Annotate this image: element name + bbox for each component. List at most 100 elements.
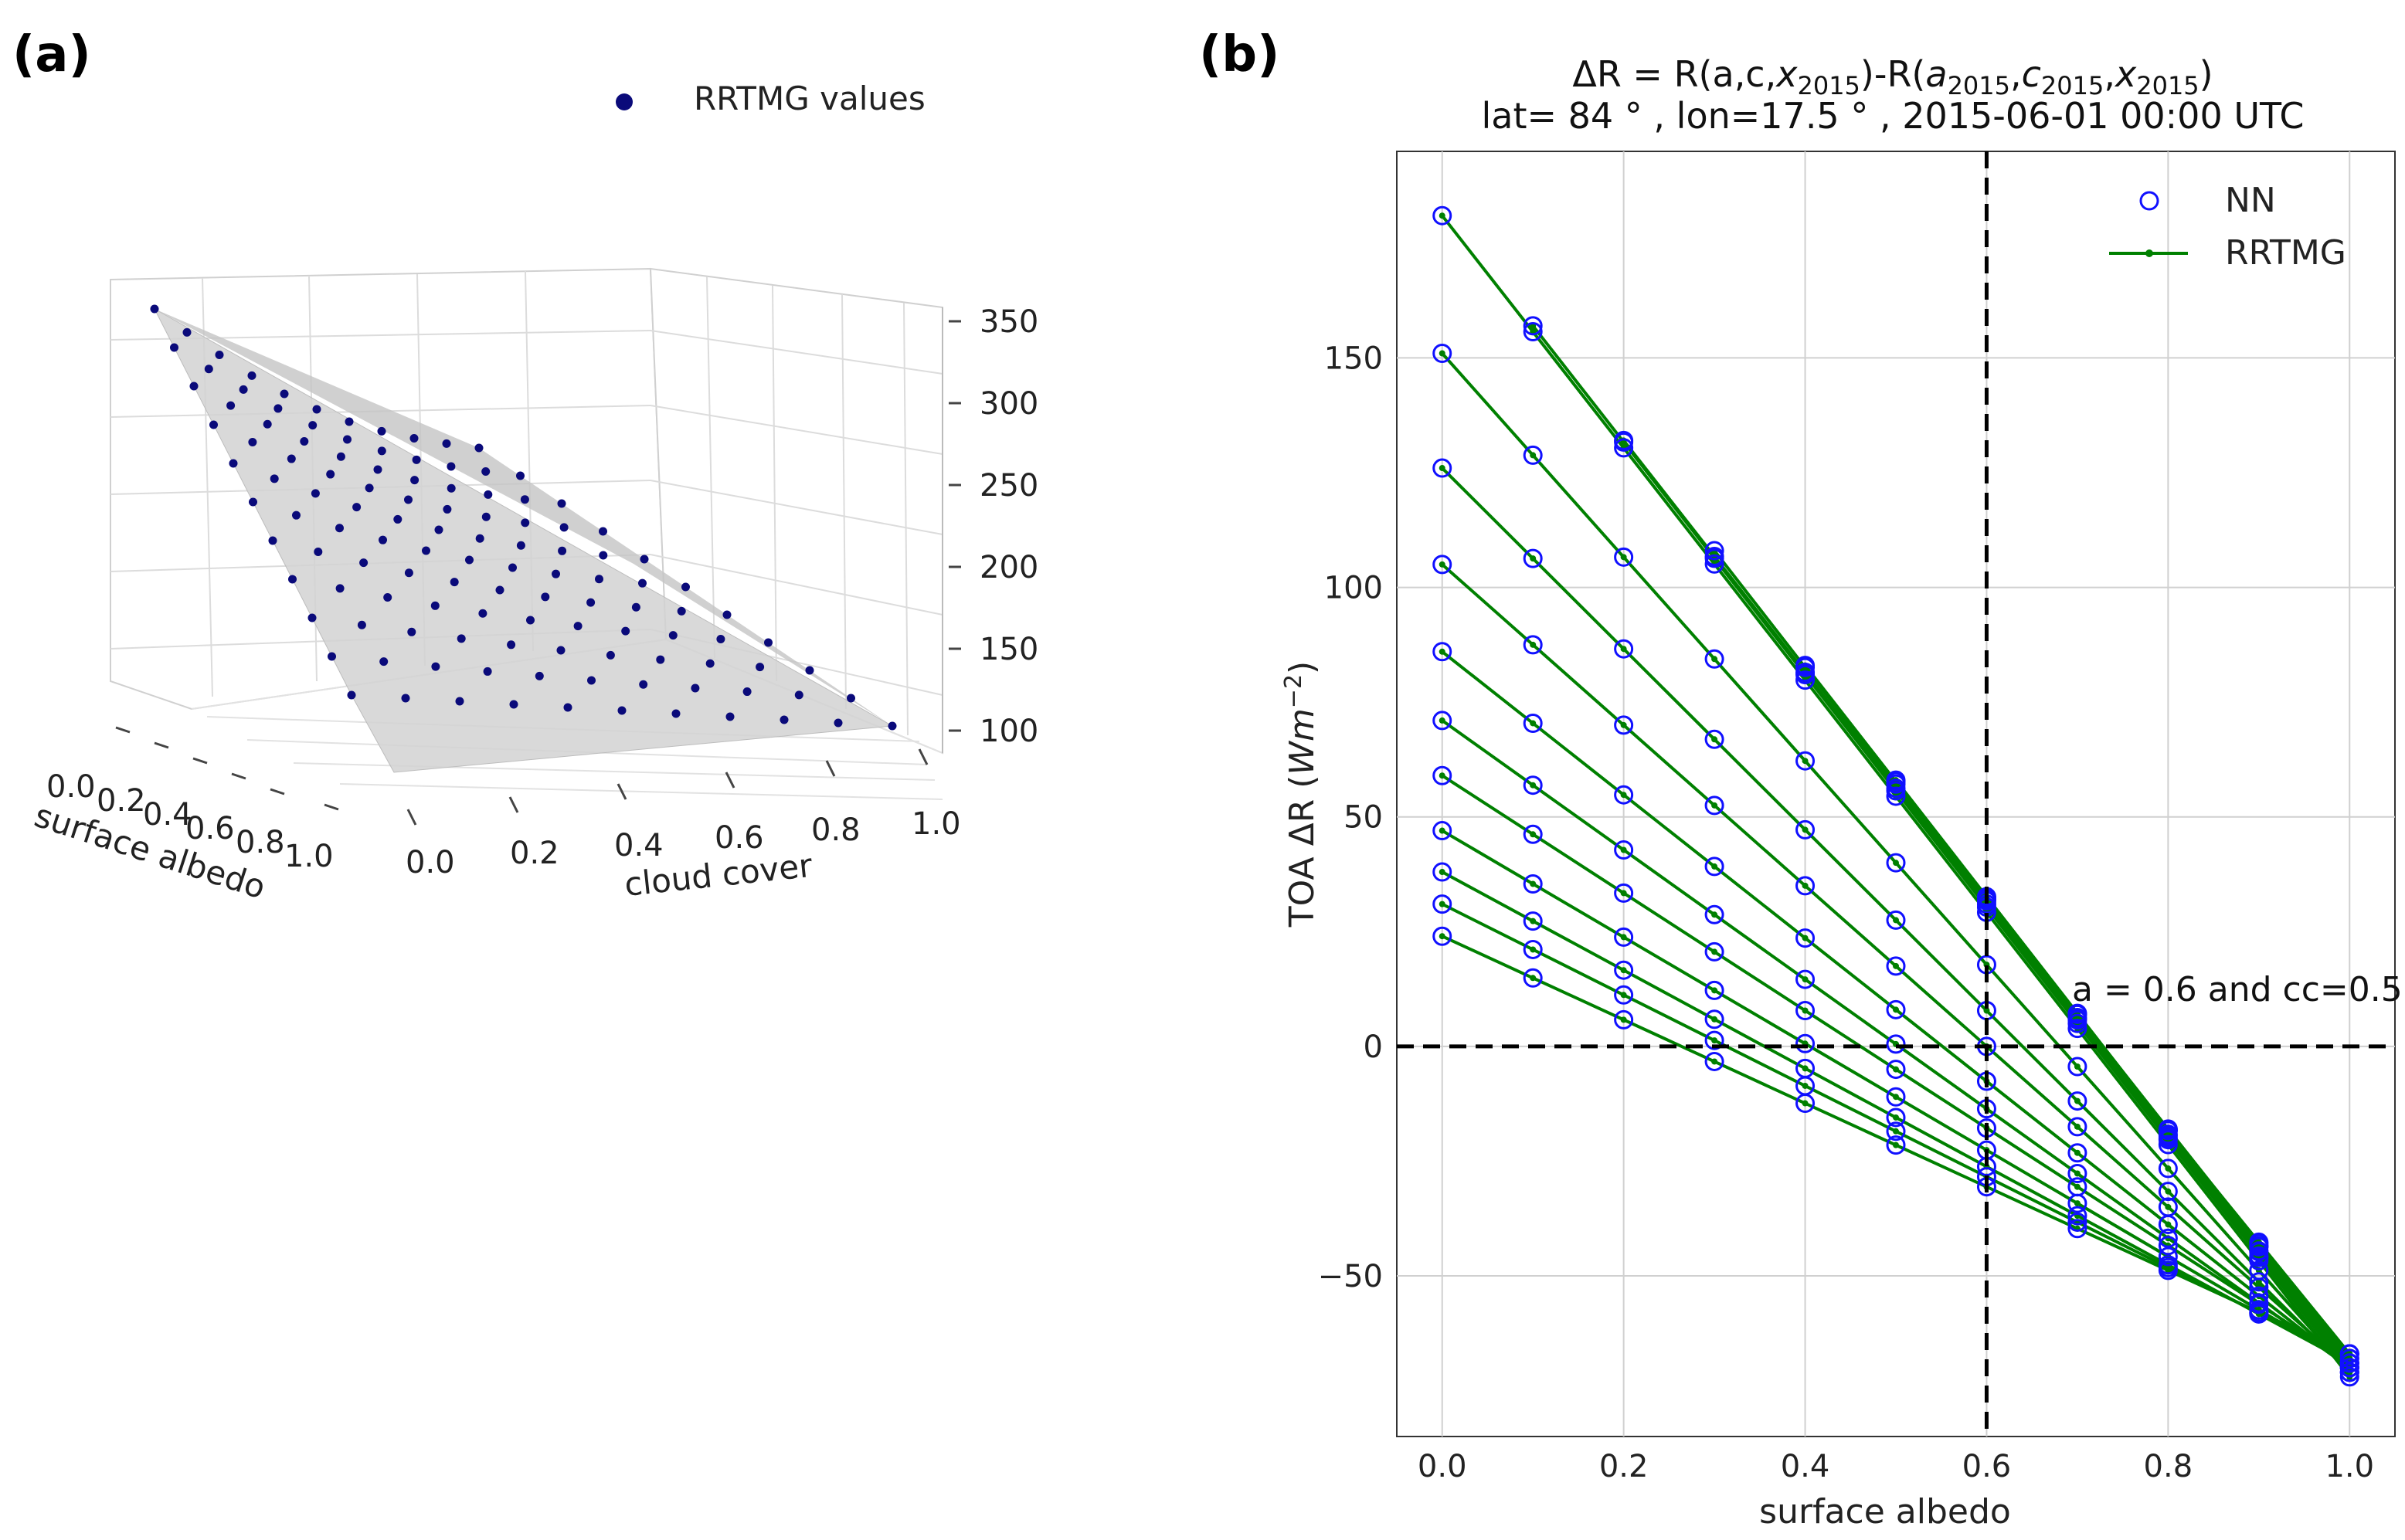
nn-point [2158,1214,2178,1234]
chart-title-line2: lat= 84 ° , lon=17.5 ° , 2015-06-01 00:0… [1481,95,2304,137]
rrtmg-3d-point [631,602,640,612]
nn-point [1704,795,1724,816]
rrtmg-point [1530,918,1537,924]
nn-point [1432,821,1452,841]
rrtmg-point [1983,1007,1990,1014]
nn-point [2158,1228,2178,1248]
rrtmg-3d-point [442,439,451,448]
rrtmg-point [1711,1037,1718,1044]
nn-point [1614,547,1634,567]
rrtmg-point [1893,1114,1899,1121]
rrtmg-3d-point [182,327,192,337]
rrtmg-point [1620,792,1627,799]
nn-point [1523,968,1543,988]
z-tick-label: 100 [980,714,1038,749]
rrtmg-point [1439,717,1445,724]
nn-point [1704,856,1724,877]
rrtmg-3d-point [656,655,665,664]
rrtmg-3d-point [794,690,803,700]
rrtmg-3d-point [495,585,504,595]
nn-point [2339,1367,2359,1387]
x-tick-label: 0.6 [1962,1449,2012,1484]
nn-point [1523,911,1543,931]
nn-point [1704,1051,1724,1071]
rrtmg-3d-point [671,709,681,718]
title-x: x [1775,53,1798,95]
rrtmg-3d-point [457,634,466,643]
rrtmg-3d-point [638,578,647,588]
rrtmg-3d-point [722,610,732,619]
rrtmg-3d-point [888,721,897,731]
nn-point [2339,1353,2359,1373]
title-sub: 2015 [1948,71,2010,100]
legend-nn-marker [2139,191,2159,211]
nn-point [1795,1001,1816,1021]
rrtmg-point [1439,212,1445,219]
nn-point [1614,960,1634,980]
rrtmg-point [1620,967,1627,974]
rrtmg-3d-point [556,646,566,655]
nn-point [2158,1158,2178,1179]
rrtmg-3d-point [379,535,387,544]
rrtmg-3d-point [412,455,421,464]
nn-point [1886,999,1906,1019]
rrtmg-3d-point [725,712,735,721]
nn-point [1704,554,1724,574]
nn-point [1704,649,1724,669]
rrtmg-point [1711,1016,1718,1023]
nn-point [2158,1247,2178,1267]
rrtmg-3d-point [189,382,199,391]
nn-point [1523,775,1543,795]
rrtmg-point [2165,1267,2172,1274]
nn-point [1795,928,1816,948]
rrtmg-3d-point [516,541,525,550]
nn-point [1795,751,1816,771]
nn-point [1432,765,1452,785]
legend-nn-label: NN [2225,181,2276,220]
x-tick-label: 1.0 [2325,1449,2374,1484]
rrtmg-3d-point [204,365,213,374]
nn-point [1432,458,1452,478]
rrtmg-point [2074,1183,2081,1190]
rrtmg-3d-point [595,575,603,584]
panel-a-label: (a) [12,26,91,83]
title-c: c [2022,53,2041,95]
nn-point [2067,1057,2087,1077]
legend-a-text: RRTMG values [694,80,926,117]
nn-point [1795,819,1816,840]
rrtmg-3d-point [373,465,382,474]
nn-point [2067,1143,2087,1163]
nn-point [1704,729,1724,749]
y-tick-label: 0 [1364,1029,1383,1065]
rrtmg-3d-point [229,459,238,468]
nn-point [1886,956,1906,976]
title-a: a [1925,53,1947,95]
rrtmg-3d-point [507,640,516,650]
cloud-tick-label: 1.0 [912,806,961,842]
rrtmg-point [1893,962,1899,969]
rrtmg-point [1802,1082,1809,1089]
rrtmg-3d-point [450,578,459,587]
rrtmg-point [1893,860,1899,867]
nn-point [2067,1163,2087,1183]
x-tick-label: 0.4 [1781,1449,1830,1484]
cloud-tick-label: 0.4 [614,828,664,863]
nn-point [2339,1362,2359,1382]
rrtmg-3d-point [516,471,525,480]
rrtmg-3d-point [409,434,419,443]
nn-point [1614,639,1634,659]
nn-point [1886,1060,1906,1080]
rrtmg-point [1711,656,1718,663]
rrtmg-3d-point [404,568,413,578]
rrtmg-point [1439,901,1445,907]
z-tick-label: 200 [980,550,1038,585]
rrtmg-3d-point [352,503,362,512]
nn-point [1432,894,1452,914]
title-x: x [2114,53,2137,95]
nn-point [2158,1121,2178,1141]
x-tick-labels: 0.0 0.2 0.4 0.6 0.8 1.0 [1418,1449,2374,1484]
nn-point [1886,853,1906,873]
rrtmg-point [1620,846,1627,853]
reference-lines [1397,151,2395,1437]
albedo-tick-label: 0.4 [143,797,192,833]
